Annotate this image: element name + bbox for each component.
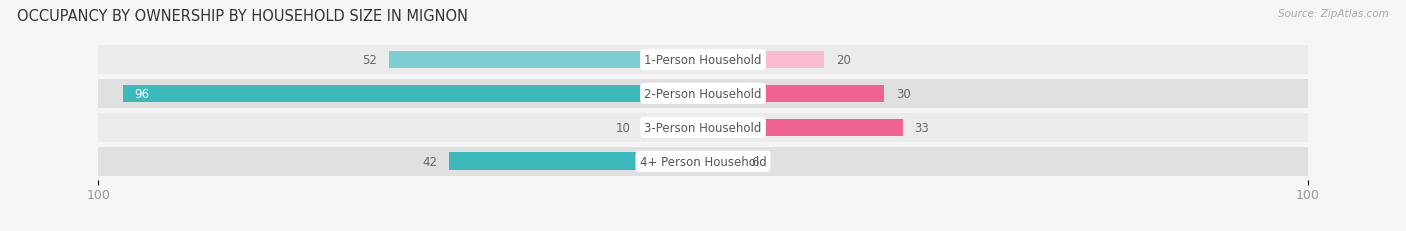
Bar: [703, 153, 740, 170]
Text: 3-Person Household: 3-Person Household: [644, 121, 762, 134]
Bar: [122, 85, 703, 103]
Bar: [703, 119, 903, 137]
Text: 30: 30: [897, 88, 911, 100]
Bar: [703, 85, 884, 103]
Text: 42: 42: [422, 155, 437, 168]
Text: 4+ Person Household: 4+ Person Household: [640, 155, 766, 168]
Text: 52: 52: [361, 54, 377, 67]
Text: 33: 33: [915, 121, 929, 134]
Text: 20: 20: [837, 54, 851, 67]
Text: 1-Person Household: 1-Person Household: [644, 54, 762, 67]
Bar: [98, 80, 1308, 108]
Bar: [98, 113, 1308, 142]
Bar: [643, 119, 703, 137]
Bar: [703, 51, 824, 69]
Text: OCCUPANCY BY OWNERSHIP BY HOUSEHOLD SIZE IN MIGNON: OCCUPANCY BY OWNERSHIP BY HOUSEHOLD SIZE…: [17, 9, 468, 24]
Bar: [98, 46, 1308, 75]
Bar: [449, 153, 703, 170]
Bar: [388, 51, 703, 69]
Text: 2-Person Household: 2-Person Household: [644, 88, 762, 100]
Bar: [98, 147, 1308, 176]
Text: 6: 6: [751, 155, 759, 168]
Text: Source: ZipAtlas.com: Source: ZipAtlas.com: [1278, 9, 1389, 19]
Text: 10: 10: [616, 121, 630, 134]
Text: 96: 96: [135, 88, 149, 100]
